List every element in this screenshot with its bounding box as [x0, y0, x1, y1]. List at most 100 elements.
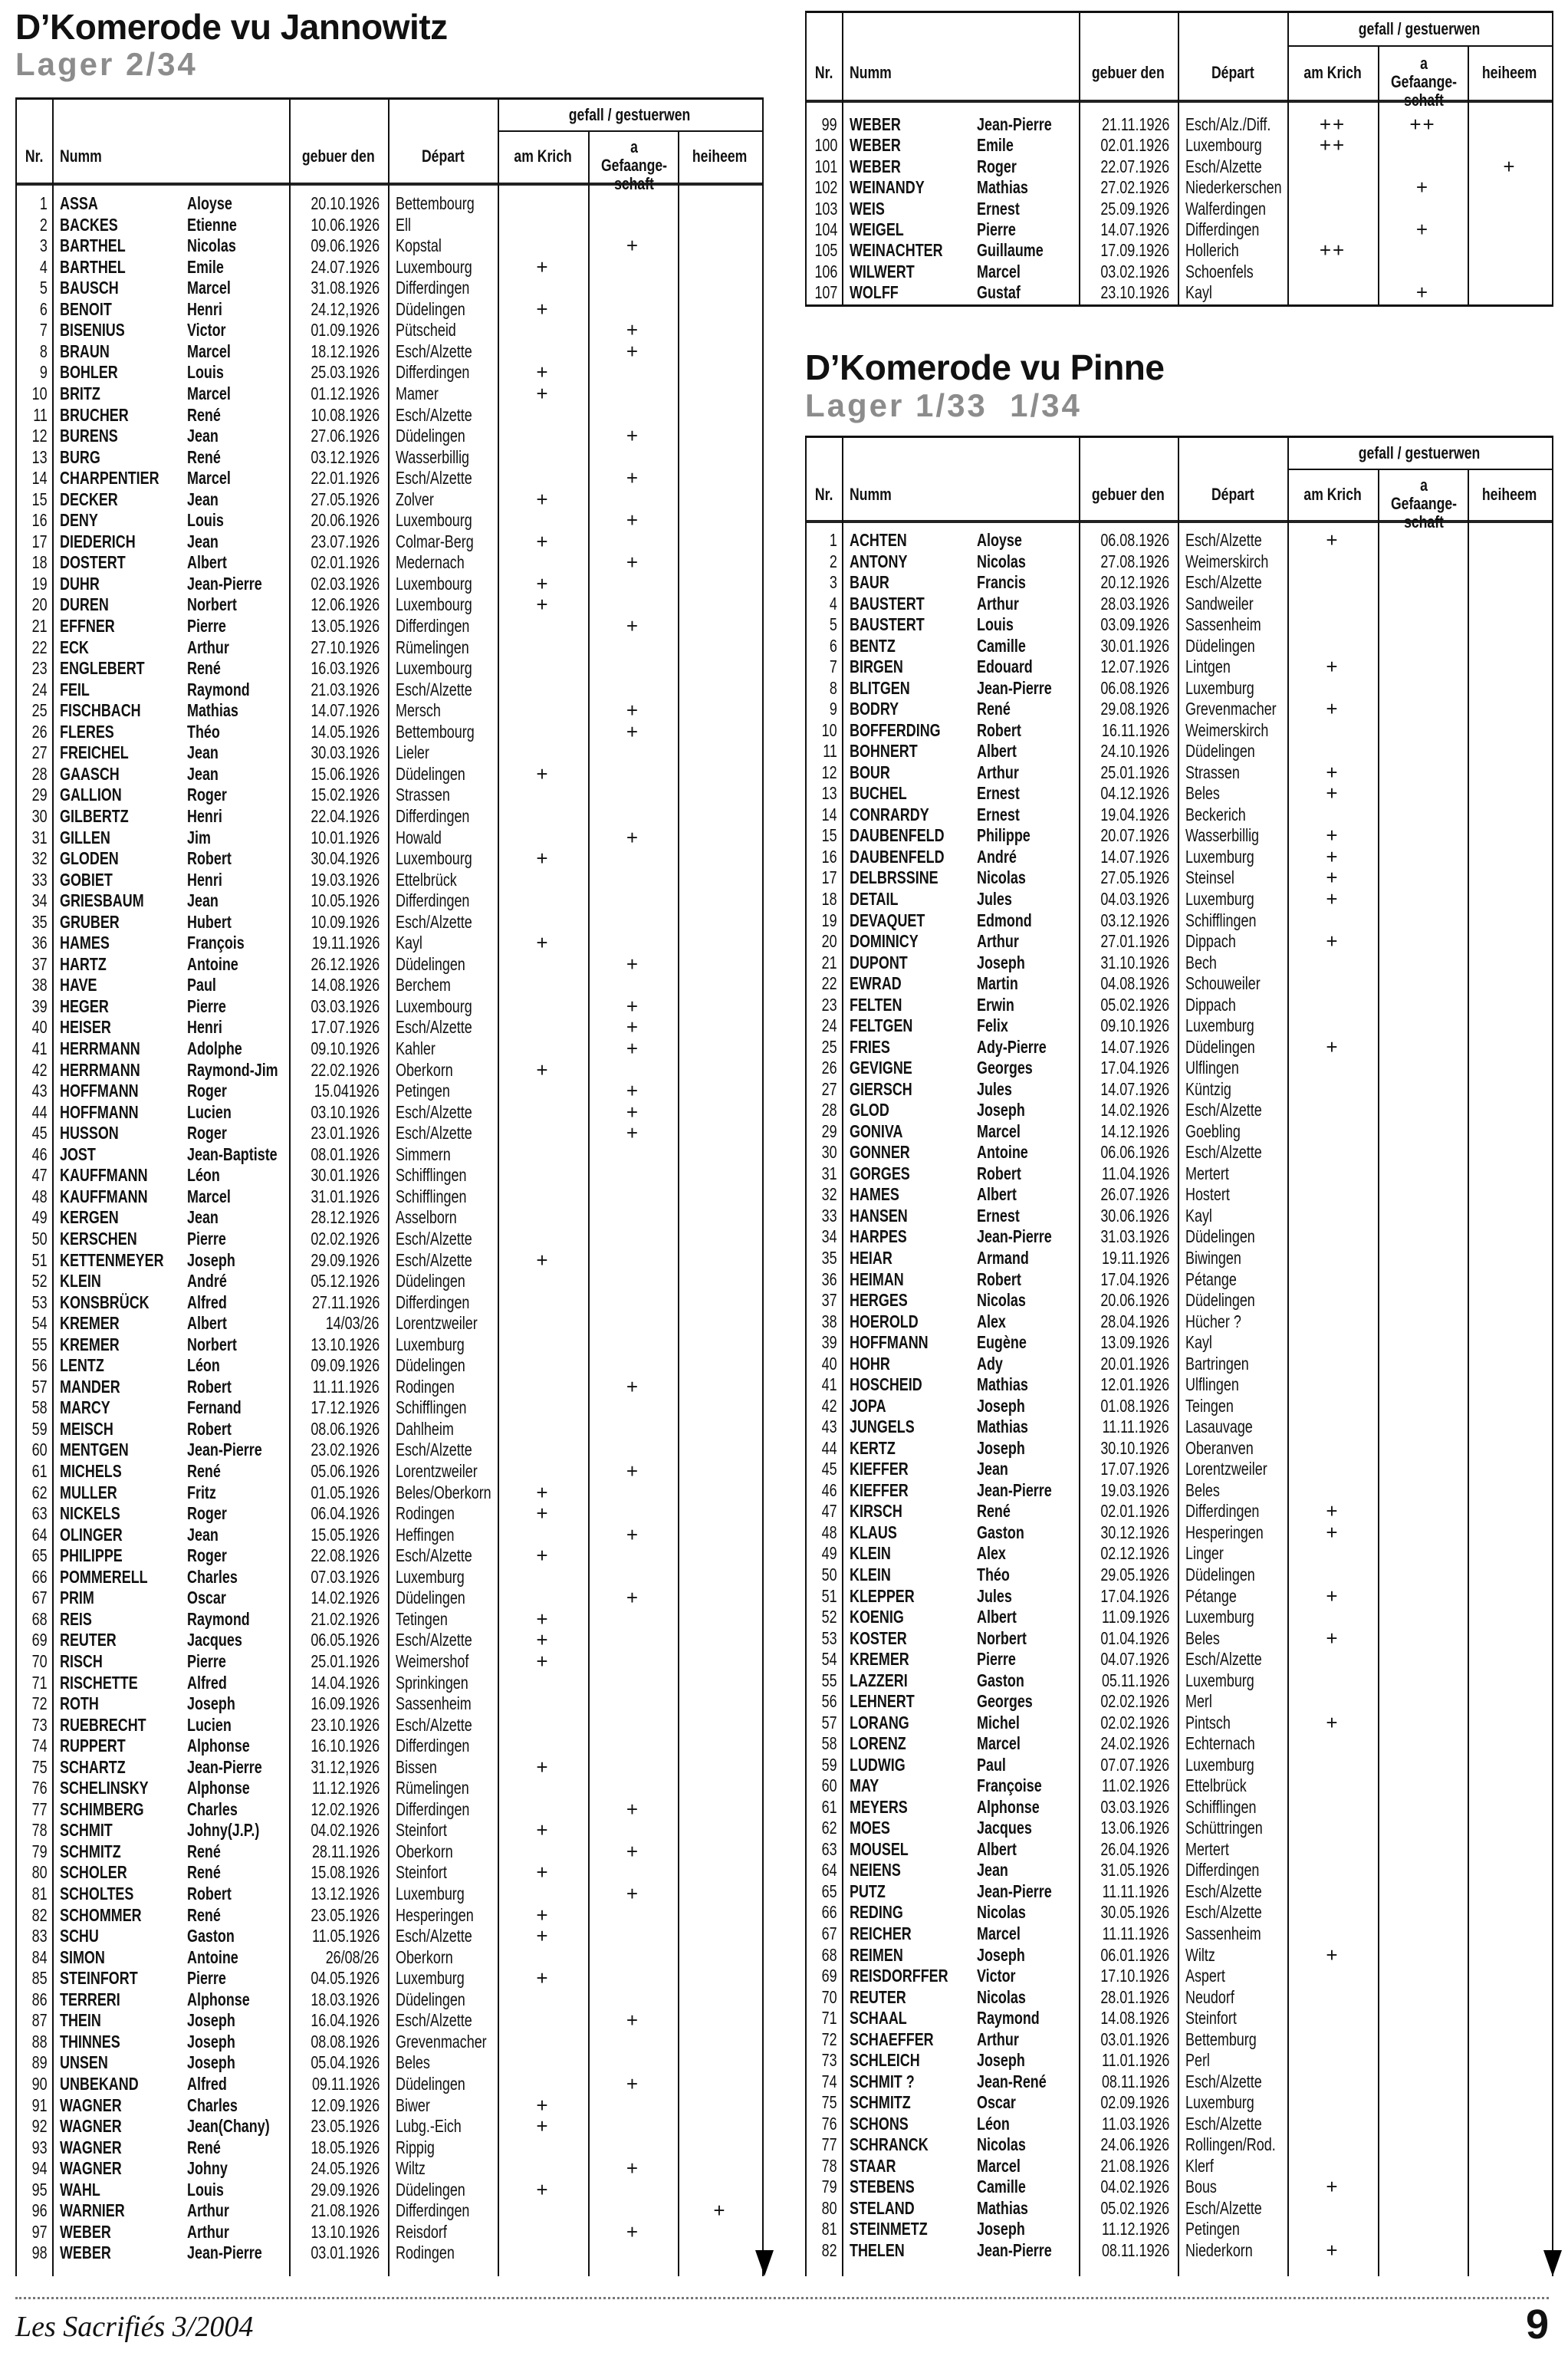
first-name: Raymond	[187, 679, 250, 699]
departure-place: Schouweiler	[1185, 973, 1261, 994]
departure-place: Steinfort	[1185, 2008, 1237, 2029]
table-row: 12 BURENS Jean 27.06.1926 Düdelingen +	[17, 425, 762, 446]
surname: KREMER	[60, 1313, 120, 1334]
table-row: 22 ECK Arthur 27.10.1926 Rümelingen	[17, 637, 762, 658]
surname: WEBER	[850, 156, 901, 176]
died-in-captivity-mark: +	[626, 1522, 640, 1546]
row-number: 75	[32, 1756, 48, 1777]
departure-place: Oberkorn	[396, 1841, 453, 1861]
surname: MULLER	[60, 1482, 117, 1502]
row-number: 7	[830, 656, 837, 677]
table-row: 80 SCHOLER René 15.08.1926 Steinfort +	[17, 1861, 762, 1883]
departure-place: Differdingen	[1185, 1501, 1260, 1522]
row-number: 73	[822, 2050, 837, 2071]
first-name: Jean-Pierre	[977, 1479, 1052, 1500]
row-number: 44	[32, 1101, 48, 1122]
table-row: 64 OLINGER Jean 15.05.1926 Heffingen +	[17, 1524, 762, 1545]
birth-date: 11.11.1926	[1102, 1417, 1169, 1437]
table-row: 21 EFFNER Pierre 13.05.1926 Differdingen +	[17, 615, 762, 637]
first-name: Aloyse	[977, 530, 1022, 550]
table-row: 90 UNBEKAND Alfred 09.11.1926 Düdelingen +	[17, 2073, 762, 2094]
departure-place: Esch/Alzette	[396, 2010, 472, 2031]
birth-date: 21.02.1926	[311, 1608, 380, 1629]
birth-date: 17.04.1926	[1100, 1585, 1169, 1606]
birth-date: 05.06.1926	[311, 1461, 380, 1481]
birth-date: 18.05.1926	[311, 2137, 380, 2157]
first-name: Albert	[977, 1184, 1017, 1205]
birth-date: 11.01.1926	[1101, 2050, 1169, 2071]
header-group: gefall / gestuerwen	[1359, 19, 1481, 38]
departure-place: Luxemburg	[1185, 2092, 1254, 2113]
surname: HOSCHEID	[850, 1374, 922, 1395]
surname: BARTHEL	[60, 235, 126, 256]
table-row: 20 DOMINICY Arthur 27.01.1926 Dippach +	[807, 930, 1552, 952]
fallen-in-war-mark: +	[536, 297, 550, 321]
first-name: Edmond	[977, 910, 1032, 930]
column-divider	[1178, 100, 1179, 304]
first-name: Pierre	[187, 1968, 226, 1989]
birth-date: 14.05.1926	[311, 721, 380, 742]
table-header: Nr. Numm gebuer den Départ am Krich a Gefaang…	[17, 100, 762, 193]
surname: KAUFFMANN	[60, 1165, 148, 1186]
first-name: René	[977, 1501, 1011, 1522]
row-number: 46	[32, 1143, 48, 1164]
row-number: 69	[32, 1630, 48, 1650]
first-name: Gaston	[187, 1926, 235, 1946]
table-row: 70 REUTER Nicolas 28.01.1926 Neudorf	[807, 1986, 1552, 2008]
surname: BIRGEN	[850, 656, 903, 677]
first-name: Jean-Baptiste	[187, 1143, 278, 1164]
birth-date: 15.05.1926	[311, 1524, 380, 1545]
table-row: 10 BOFFERDING Robert 16.11.1926 Weimerskirch	[807, 719, 1552, 741]
surname: REUTER	[60, 1630, 117, 1650]
surname: FELTGEN	[850, 1015, 913, 1036]
header-group: gefall / gestuerwen	[569, 105, 691, 124]
row-number: 100	[814, 135, 837, 156]
first-name: Gustaf	[977, 282, 1021, 303]
surname: GLODEN	[60, 848, 119, 869]
table-row: 93 WAGNER René 18.05.1926 Rippig	[17, 2137, 762, 2158]
surname: STAAR	[850, 2155, 896, 2176]
departure-place: Hücher ?	[1185, 1311, 1241, 1331]
departure-place: Dippach	[1185, 994, 1236, 1015]
departure-place: Petingen	[1185, 2219, 1240, 2239]
departure-place: Rümelingen	[396, 637, 469, 657]
departure-place: Luxemburg	[1185, 846, 1254, 867]
died-in-captivity-mark: +	[626, 1037, 640, 1060]
surname: ENGLEBERT	[60, 658, 145, 679]
surname: MARCY	[60, 1397, 110, 1418]
header-nr: Nr.	[815, 62, 833, 82]
surname: SCHMIT ?	[850, 2071, 915, 2091]
departure-place: Luxemburg	[1185, 889, 1254, 909]
table-row: 17 DIEDERICH Jean 23.07.1926 Colmar-Berg +	[17, 531, 762, 552]
table-row: 82 SCHOMMER René 23.05.1926 Hesperingen +	[17, 1904, 762, 1926]
birth-date: 24.05.1926	[311, 2158, 380, 2179]
birth-date: 28.12.1926	[311, 1207, 380, 1228]
surname: KOENIG	[850, 1607, 904, 1627]
row-number: 42	[822, 1395, 837, 1416]
birth-date: 17.09.1926	[1100, 240, 1169, 261]
birth-date: 08.08.1926	[311, 2031, 380, 2052]
fallen-in-war-mark: +	[536, 1818, 550, 1842]
first-name: Jean	[187, 1524, 219, 1545]
birth-date: 07.03.1926	[311, 1566, 380, 1587]
table-row: 8 BLITGEN Jean-Pierre 06.08.1926 Luxemburg	[807, 677, 1552, 699]
row-number: 51	[822, 1585, 837, 1606]
birth-date: 01.09.1926	[311, 320, 380, 341]
birth-date: 27.06.1926	[311, 426, 380, 446]
table-row: 3 BAUR Francis 20.12.1926 Esch/Alzette	[807, 571, 1552, 593]
departure-place: Simmern	[396, 1143, 451, 1164]
died-in-captivity-mark: +	[626, 1100, 640, 1124]
birth-date: 21.03.1926	[311, 679, 380, 699]
first-name: Jean-Pierre	[187, 1756, 262, 1777]
column-divider	[289, 100, 291, 183]
first-name: Marcel	[187, 278, 231, 298]
departure-place: Luxemburg	[1185, 1607, 1254, 1627]
table-row: 7 BIRGEN Edouard 12.07.1926 Lintgen +	[807, 656, 1552, 677]
table-row: 67 REICHER Marcel 11.11.1926 Sassenheim	[807, 1923, 1552, 1944]
table-row: 38 HAVE Paul 14.08.1926 Berchem	[17, 974, 762, 995]
surname: SCHMITZ	[850, 2092, 911, 2113]
departure-place: Oberkorn	[396, 1946, 453, 1967]
row-number: 45	[822, 1459, 837, 1479]
table-row: 11 BRUCHER René 10.08.1926 Esch/Alzette	[17, 404, 762, 426]
row-number: 34	[822, 1226, 837, 1247]
